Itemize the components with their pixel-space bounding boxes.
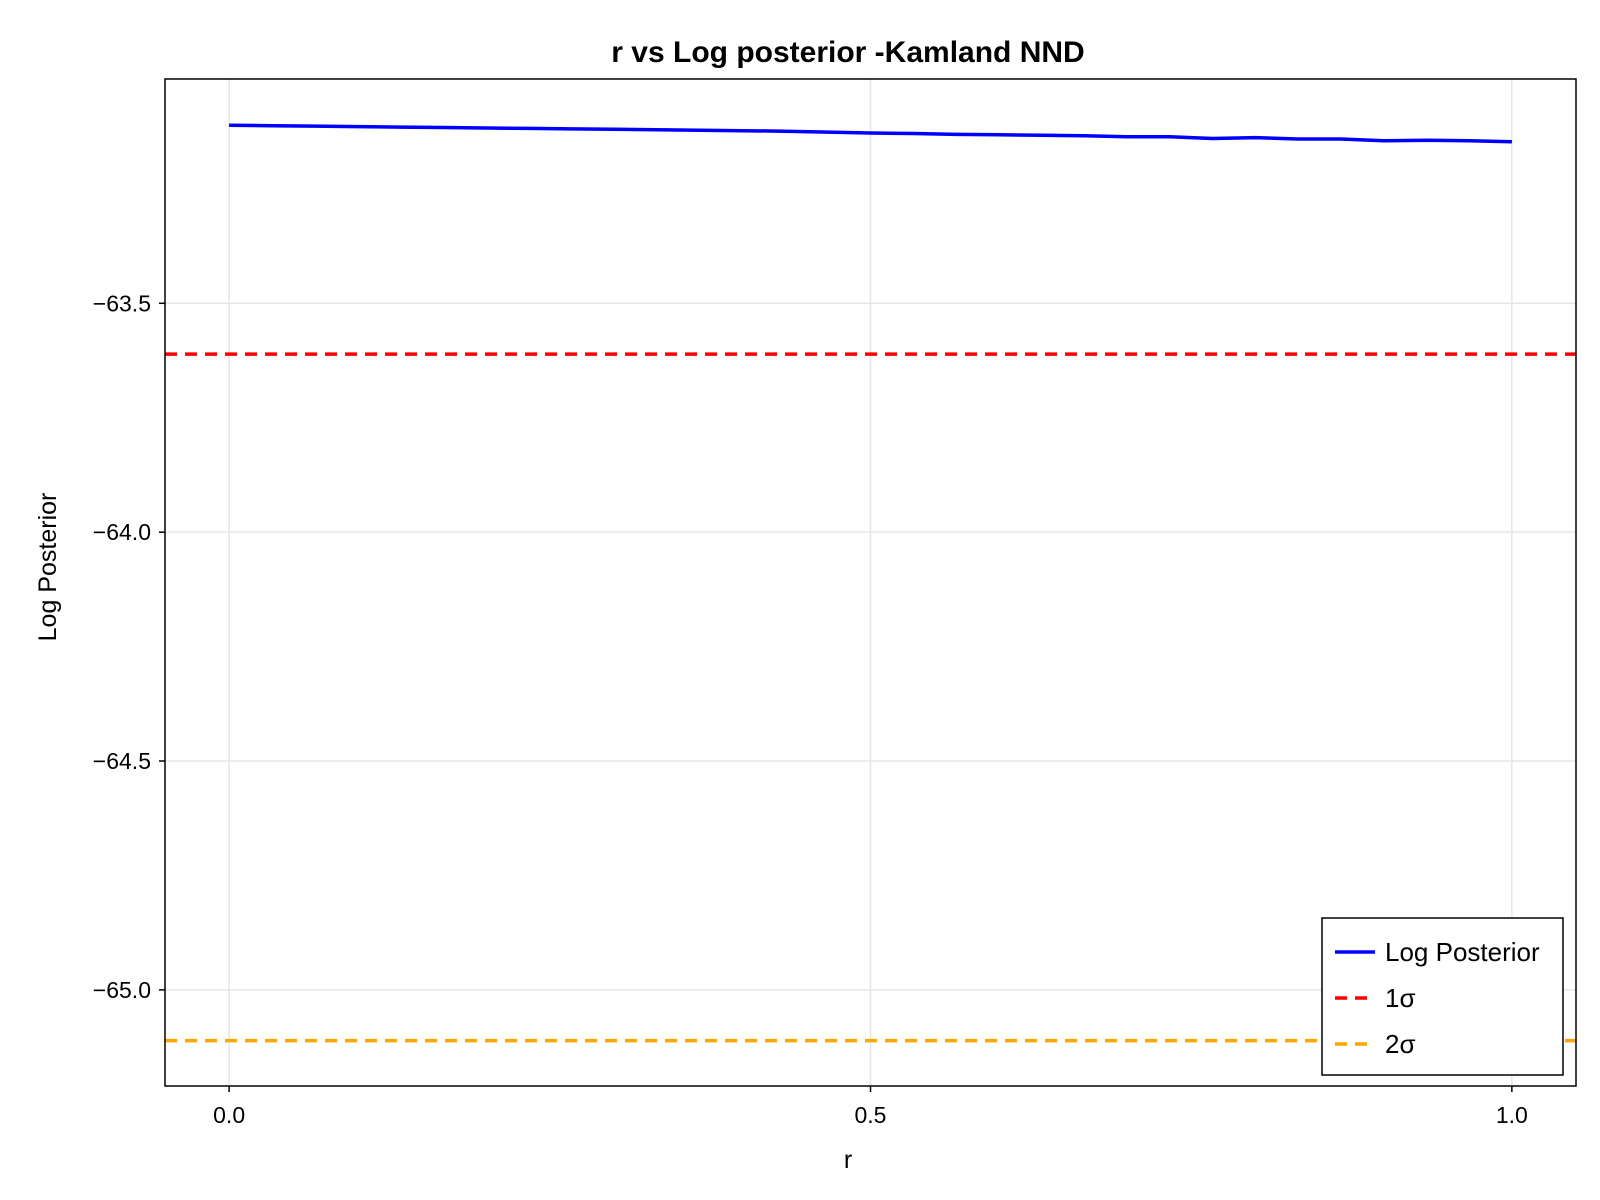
legend-label: 1σ [1385, 983, 1416, 1013]
x-tick-label: 1.0 [1496, 1102, 1528, 1128]
x-axis-label: r [844, 1146, 852, 1174]
y-tick-label: −65.0 [93, 977, 151, 1003]
x-tick-label: 0.0 [213, 1102, 245, 1128]
y-tick-label: −64.5 [93, 748, 151, 774]
chart-title: r vs Log posterior -Kamland NND [611, 36, 1084, 69]
series-line-log-posterior [229, 123, 1512, 144]
legend-label: 2σ [1385, 1029, 1416, 1059]
y-tick-label: −63.5 [93, 290, 151, 316]
y-tick-label: −64.0 [93, 519, 151, 545]
x-tick-label: 0.5 [855, 1102, 887, 1128]
grid-lines [165, 79, 1576, 1086]
axis-ticks: 0.0 0.5 1.0 −63.5 −64.0 −64.5 −65.0 [93, 290, 1528, 1128]
y-axis-label: Log Posterior [34, 493, 62, 642]
plot-series [165, 123, 1576, 1043]
legend-label: Log Posterior [1385, 937, 1540, 967]
legend: Log Posterior 1σ 2σ [1321, 917, 1564, 1076]
